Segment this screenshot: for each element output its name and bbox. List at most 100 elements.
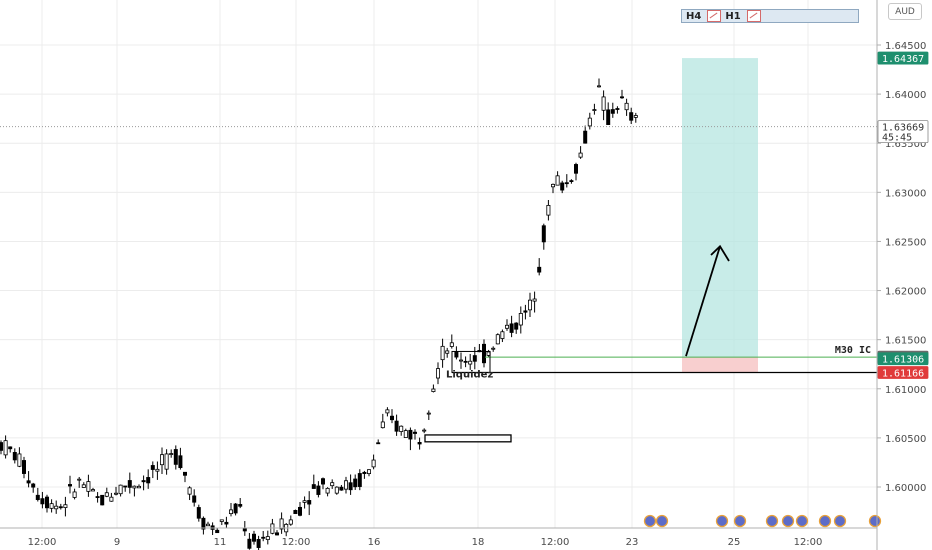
price-label-box	[877, 51, 929, 65]
chart-line-icon[interactable]	[746, 10, 761, 22]
countdown-label: 45:45	[882, 133, 912, 144]
candle-body	[537, 266, 542, 273]
liquidity-box	[451, 350, 491, 373]
price-label-box	[877, 120, 929, 144]
candles	[0, 78, 638, 550]
candle-body	[136, 485, 141, 489]
candle-body	[81, 484, 86, 488]
chart-line-icon[interactable]	[707, 10, 722, 22]
x-tick-label: 12:00	[794, 537, 823, 548]
candle-body	[270, 523, 275, 534]
y-tick-label: 1.60500	[885, 434, 926, 445]
price-label-text: 1.61166	[882, 368, 924, 379]
candle-body	[150, 465, 155, 470]
candle-body	[274, 532, 279, 536]
currency-badge[interactable]: AUD	[888, 3, 922, 20]
candle-body	[560, 182, 565, 191]
event-marker-icon	[643, 514, 657, 528]
candle-body	[316, 485, 321, 495]
candle-body	[54, 505, 59, 510]
event-marker-icon	[733, 514, 747, 528]
price-label-text: 1.61306	[882, 355, 924, 366]
candle-body	[348, 482, 353, 491]
candle-body	[472, 355, 477, 362]
candle-body	[261, 536, 266, 539]
candle-body	[504, 324, 509, 329]
candle-body	[77, 478, 82, 481]
price-label-box	[877, 352, 929, 366]
price-axis: 1.60000 1.60500 1.61000 1.61500 1.62000 1.625…	[876, 0, 929, 550]
candle-body	[394, 420, 399, 432]
candle-body	[146, 477, 151, 484]
candle-body	[385, 409, 390, 414]
candle-body	[159, 454, 164, 466]
event-marker-icon	[833, 514, 847, 528]
candle-body	[21, 460, 26, 474]
candle-body	[100, 494, 105, 506]
x-tick-label: 12:00	[28, 537, 57, 548]
candle-body	[509, 323, 514, 333]
candle-body	[311, 484, 316, 489]
candle-body	[49, 503, 54, 509]
candle-body	[399, 425, 404, 432]
event-marker-icon	[781, 514, 795, 528]
chart-grid	[0, 0, 877, 528]
candle-body	[541, 225, 546, 243]
candle-body	[155, 468, 160, 472]
candle-body	[12, 452, 17, 461]
take-profit-zone	[682, 58, 758, 358]
candle-body	[164, 453, 169, 470]
demand-zone-box	[424, 434, 512, 443]
timeframe-legend[interactable]: H4 H1	[681, 9, 859, 23]
candle-body	[3, 440, 8, 456]
candle-body	[279, 518, 284, 530]
candle-body	[320, 478, 325, 485]
candle-body	[458, 359, 463, 362]
event-marker-icon	[868, 514, 882, 528]
candle-body	[224, 521, 229, 525]
candle-body	[334, 486, 339, 494]
candle-body	[555, 175, 560, 186]
candle-body	[481, 343, 486, 364]
candle-body	[615, 108, 620, 110]
candle-body	[95, 496, 100, 498]
candle-body	[192, 495, 197, 503]
candle-body	[247, 538, 252, 549]
candle-body	[127, 480, 132, 488]
candle-body	[325, 487, 330, 494]
candle-body	[238, 504, 243, 507]
y-tick-label: 1.60000	[885, 483, 926, 494]
candle-body	[357, 473, 362, 487]
candle-body	[592, 109, 597, 111]
candle-body	[201, 517, 206, 530]
y-tick-label: 1.61000	[885, 385, 926, 396]
timeframe-h4-label: H4	[686, 10, 702, 22]
candle-body	[620, 96, 625, 99]
candle-body	[583, 130, 588, 144]
candle-body	[463, 360, 468, 363]
candle-body	[68, 484, 73, 487]
candle-body	[371, 459, 376, 468]
economic-events	[643, 514, 882, 528]
candle-body	[546, 204, 551, 216]
candle-body	[633, 115, 638, 118]
candle-body	[403, 430, 408, 438]
candle-body	[578, 152, 583, 158]
price-label-box	[877, 366, 929, 379]
candle-body	[454, 351, 459, 358]
candle-body	[339, 486, 344, 491]
event-marker-icon	[715, 514, 729, 528]
candle-body	[564, 182, 569, 185]
candle-body	[17, 453, 22, 467]
candle-body	[196, 507, 201, 519]
candle-body	[63, 504, 68, 508]
stop-loss-zone	[682, 357, 758, 373]
candle-body	[45, 496, 50, 509]
arrow-head	[710, 244, 730, 262]
candle-body	[412, 431, 417, 434]
candle-body	[330, 482, 335, 487]
timeframe-h1-label: H1	[725, 10, 741, 22]
candle-body	[624, 102, 629, 111]
candle-body	[109, 496, 114, 502]
